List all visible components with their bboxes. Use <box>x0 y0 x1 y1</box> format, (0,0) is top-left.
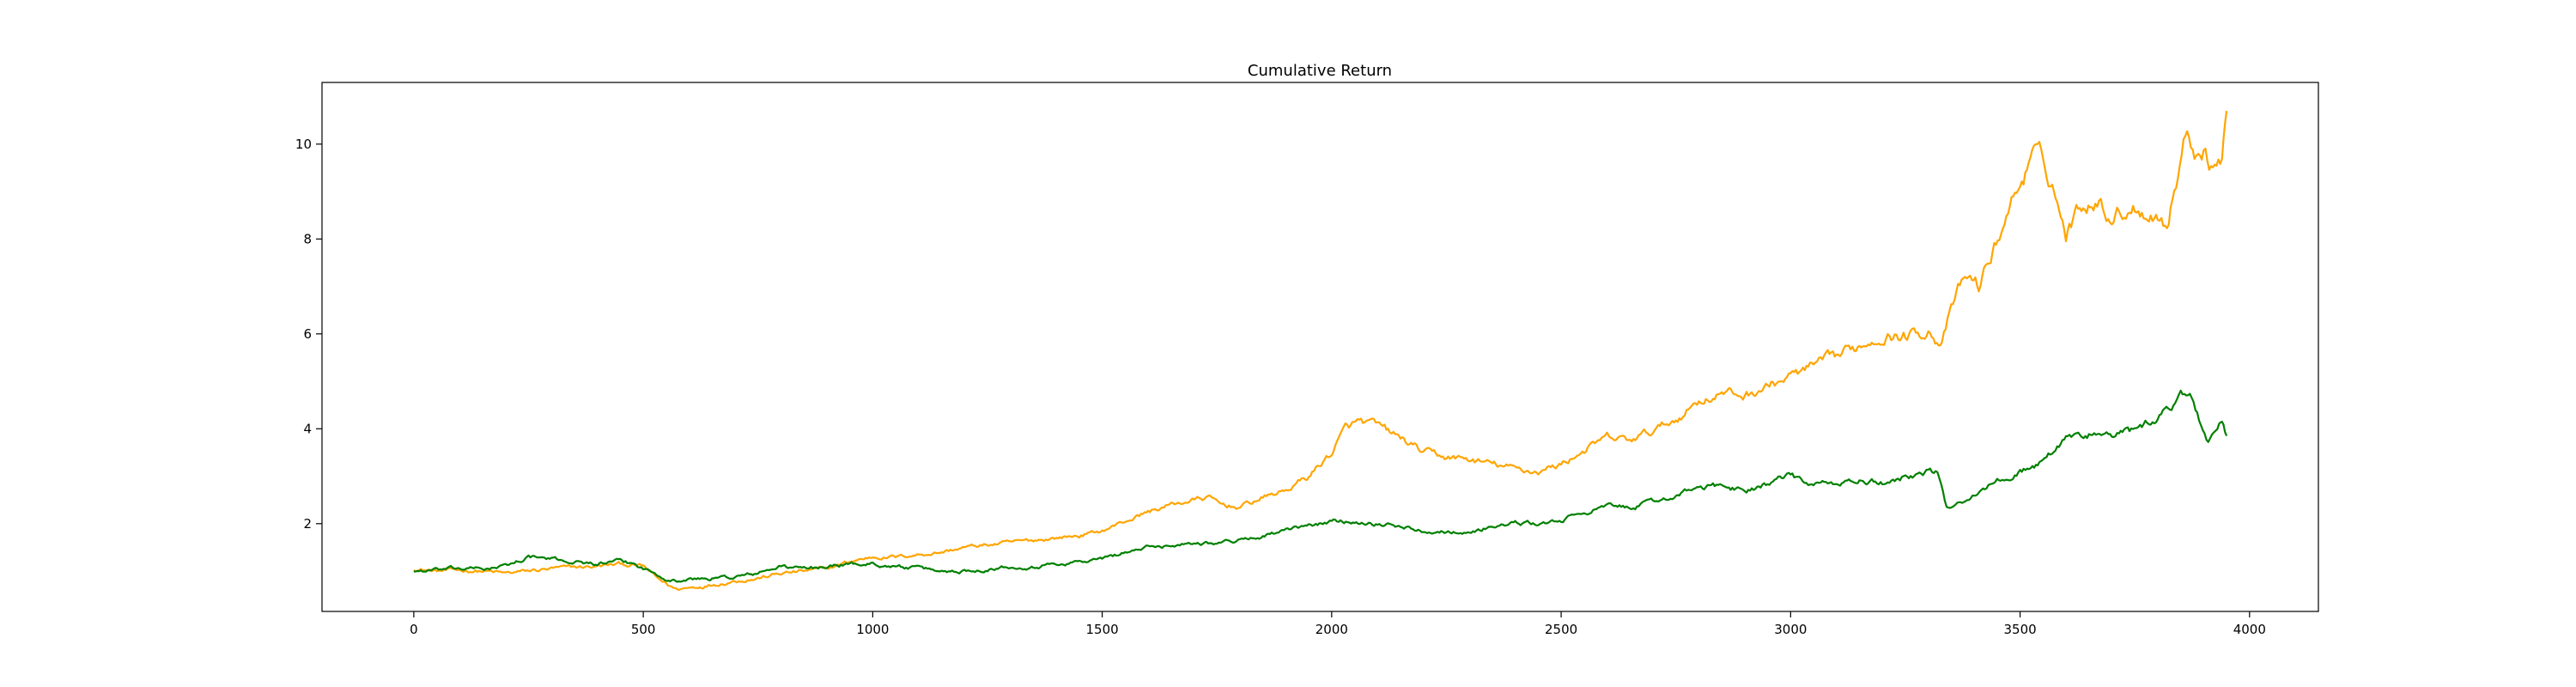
x-tick-label: 500 <box>631 622 656 637</box>
y-tick-label: 6 <box>303 326 312 342</box>
x-tick-label: 2000 <box>1315 622 1348 637</box>
x-tick-label: 3000 <box>1774 622 1807 637</box>
x-tick-label: 3500 <box>2003 622 2036 637</box>
series-line-0 <box>413 110 2228 592</box>
x-tick-label: 1000 <box>856 622 889 637</box>
chart-title: Cumulative Return <box>1248 62 1392 80</box>
plot-area-frame <box>321 82 2319 612</box>
y-tick-label: 2 <box>303 516 312 532</box>
x-tick-label: 1500 <box>1086 622 1119 637</box>
y-tick-label: 4 <box>303 421 312 436</box>
x-tick-label: 4000 <box>2233 622 2266 637</box>
series-line-1 <box>413 389 2228 583</box>
x-axis: 0 500 1000 1500 2000 2500 3000 3500 4000 <box>410 611 2266 637</box>
series-lines <box>413 110 2228 592</box>
x-tick-label: 0 <box>410 622 418 637</box>
x-tick-label: 2500 <box>1545 622 1577 637</box>
y-tick-label: 10 <box>295 137 312 152</box>
y-tick-label: 8 <box>303 231 312 246</box>
y-axis: 2 4 6 8 10 <box>295 137 322 532</box>
